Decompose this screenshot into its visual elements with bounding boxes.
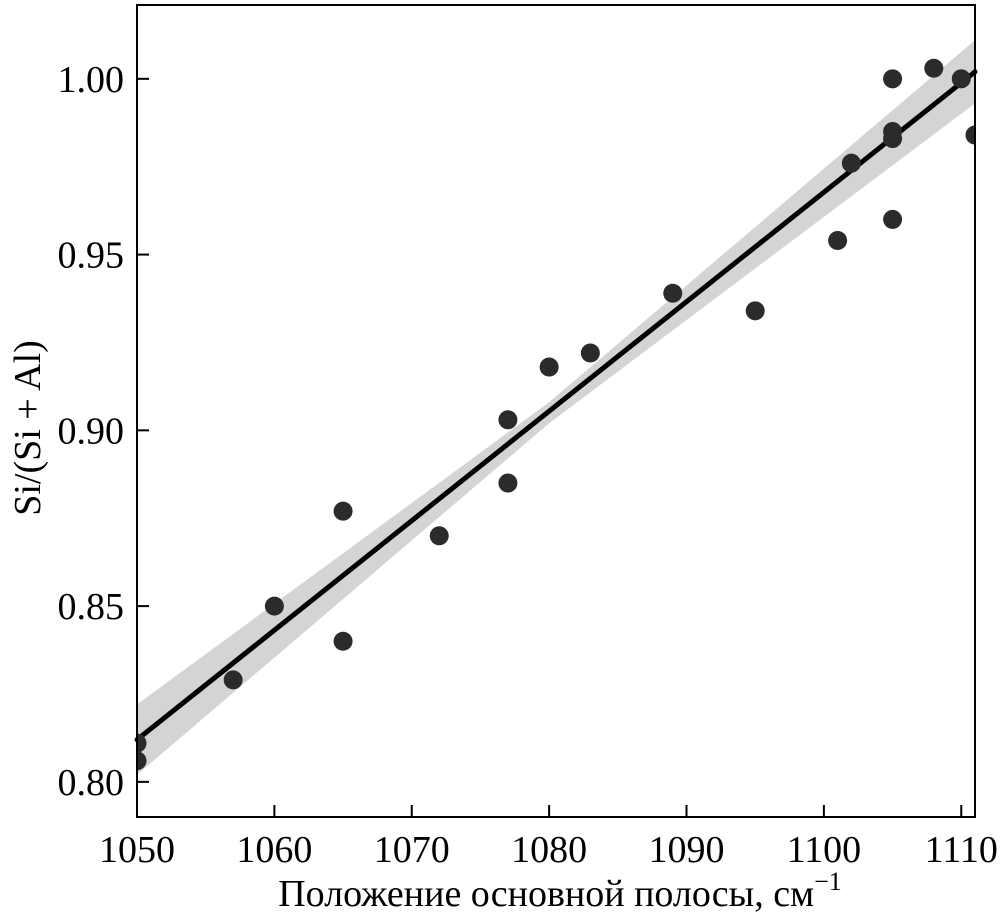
- data-point: [965, 125, 975, 145]
- data-points: [137, 58, 975, 771]
- data-point: [883, 69, 903, 89]
- data-point: [333, 631, 353, 651]
- fit-line-layer: [134, 69, 978, 743]
- data-point: [828, 231, 848, 251]
- data-point: [137, 751, 147, 771]
- y-tick-label: 0.95: [58, 235, 125, 277]
- x-axis-title-text: Положение основной полосы, см: [278, 873, 814, 915]
- y-axis-title: Si/(Si + Al): [7, 340, 49, 516]
- data-point: [333, 501, 353, 521]
- x-tick-label: 1090: [649, 829, 725, 871]
- x-tick-label: 1050: [99, 829, 175, 871]
- x-axis-title-superscript: −1: [814, 867, 842, 896]
- data-point: [264, 596, 284, 616]
- x-tick-label: 1080: [511, 829, 587, 871]
- y-tick-label: 0.90: [58, 410, 125, 452]
- x-tick-label: 1060: [236, 829, 312, 871]
- data-point: [223, 670, 243, 690]
- tick-labels: 1050 1060 1070 1080 1090 1100 1110 0.80 0.85 0.90…: [58, 59, 998, 871]
- data-point: [580, 343, 600, 363]
- x-axis-title: Положение основной полосы, см−1: [278, 867, 842, 915]
- data-point: [883, 209, 903, 229]
- data-point: [429, 526, 449, 546]
- data-point: [498, 410, 518, 430]
- data-point: [883, 122, 903, 142]
- data-point: [841, 153, 861, 173]
- y-tick-label: 0.80: [58, 762, 125, 804]
- fit-line: [134, 69, 978, 743]
- x-tick-label: 1070: [374, 829, 450, 871]
- data-point: [745, 301, 765, 321]
- data-point: [539, 357, 559, 377]
- data-point: [951, 69, 971, 89]
- data-points-layer: [137, 58, 975, 771]
- axes: [136, 4, 976, 818]
- data-point: [498, 473, 518, 493]
- y-tick-label: 0.85: [58, 586, 125, 628]
- data-point: [663, 283, 683, 303]
- plot-frame: [136, 4, 976, 818]
- y-tick-label: 1.00: [58, 59, 125, 101]
- x-tick-label: 1110: [925, 829, 998, 871]
- data-point: [924, 58, 944, 78]
- x-tick-label: 1100: [787, 829, 862, 871]
- data-point: [137, 733, 147, 753]
